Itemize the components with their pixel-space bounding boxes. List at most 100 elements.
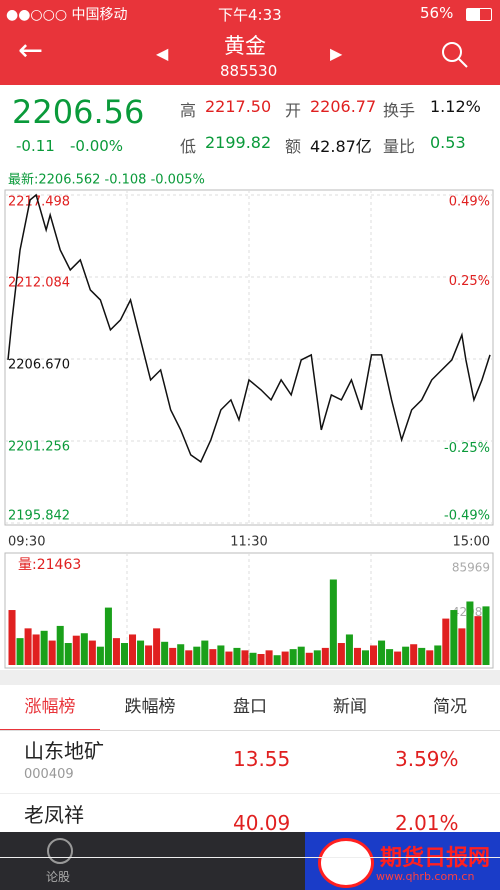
stock-price: 13.55 xyxy=(233,747,291,771)
code: 885530 xyxy=(220,62,278,80)
volume-bar xyxy=(458,628,466,665)
volume-bar xyxy=(402,646,410,665)
y-tick-label: 2212.084 xyxy=(8,276,70,291)
volume-bar xyxy=(257,654,265,665)
volume-bar xyxy=(289,649,297,665)
y-tick-label: 2217.498 xyxy=(8,195,70,210)
volume-bar xyxy=(281,651,289,665)
volume-bar xyxy=(72,635,80,665)
row-line xyxy=(0,857,500,858)
back-button[interactable]: ← xyxy=(18,33,44,68)
volume-bar xyxy=(410,644,418,665)
volume-bar xyxy=(361,650,369,665)
clock: 下午4:33 xyxy=(218,6,282,24)
title: 黄金 xyxy=(224,34,266,58)
volume-bar xyxy=(474,616,482,665)
volume-bar xyxy=(104,607,112,665)
volume-bar xyxy=(129,634,137,665)
volume-bar xyxy=(185,650,193,665)
volume-bar xyxy=(88,640,96,665)
volume-bar xyxy=(370,645,378,665)
y-tick-label: 2201.256 xyxy=(8,440,70,455)
volume-bar xyxy=(321,647,329,665)
forum-icon[interactable] xyxy=(47,838,73,864)
volume-bar xyxy=(24,628,32,665)
x-tick-label: 15:00 xyxy=(453,535,490,550)
quote: 2206.56 -0.11 -0.00% 高 2217.50 开 2206.77 换手 1… xyxy=(0,85,500,170)
volume-bar xyxy=(353,647,361,665)
battery-icon xyxy=(466,8,492,21)
watermark-url: www.qhrb.com.cn xyxy=(376,870,475,883)
next-button[interactable]: ▶ xyxy=(330,44,343,63)
tab[interactable]: 简况 xyxy=(433,697,467,717)
x-tick-label: 09:30 xyxy=(8,535,45,550)
volume-bar xyxy=(466,601,474,665)
change: -0.11 xyxy=(16,137,55,155)
volume-bar xyxy=(305,652,313,665)
stock-name[interactable]: 山东地矿 xyxy=(24,739,104,763)
volume-bar xyxy=(217,645,225,665)
stock-pct: 2.01% xyxy=(395,811,459,835)
volume-bar xyxy=(233,647,241,665)
volume-bar xyxy=(418,647,426,665)
tab[interactable]: 新闻 xyxy=(333,697,367,717)
volume-bar xyxy=(386,649,394,665)
volume-bar xyxy=(169,647,177,665)
y2-tick-label: 0.49% xyxy=(449,195,490,210)
stat-value: 2199.82 xyxy=(205,133,272,152)
bottom-nav: 论股 期货日报网 www.qhrb.com.cn xyxy=(0,832,500,890)
volume-bar xyxy=(426,650,434,665)
tab[interactable]: 盘口 xyxy=(233,697,267,717)
tab[interactable]: 跌幅榜 xyxy=(124,697,176,717)
stat-label: 低 xyxy=(180,137,197,156)
volume-bar xyxy=(345,634,353,665)
tab[interactable]: 涨幅榜 xyxy=(0,685,100,731)
volume-bar xyxy=(64,643,72,665)
stat-value: 0.53 xyxy=(430,133,466,152)
y2-tick-label: -0.25% xyxy=(444,441,490,456)
stat-label: 量比 xyxy=(383,137,416,156)
volume-bar xyxy=(297,646,305,665)
divider xyxy=(0,670,500,685)
change-pct: -0.00% xyxy=(70,137,124,155)
volume-bar xyxy=(378,640,386,665)
stock-name[interactable]: 老凤祥 xyxy=(24,803,84,827)
x-tick-label: 11:30 xyxy=(230,535,267,550)
volume-title: 量:21463 xyxy=(18,557,81,573)
chart: 最新:2206.562 -0.108 -0.005% 量:21463 2217.… xyxy=(4,172,494,669)
volume-bar xyxy=(177,644,185,665)
stock-price: 40.09 xyxy=(233,811,291,835)
volume-bar xyxy=(161,641,169,665)
volume-bar xyxy=(265,650,273,665)
volume-bar xyxy=(273,655,281,665)
volume-bar xyxy=(482,606,490,665)
y-tick-label: 2195.842 xyxy=(8,509,70,524)
volume-bar xyxy=(120,643,128,665)
prev-button[interactable]: ◀ xyxy=(156,44,169,63)
volume-bar xyxy=(56,625,64,665)
volume-bar xyxy=(329,579,337,665)
forum-label[interactable]: 论股 xyxy=(46,870,71,884)
watermark-logo xyxy=(318,838,374,888)
volume-bar xyxy=(450,610,458,665)
volume-bar xyxy=(193,646,201,665)
stat-value: 2206.77 xyxy=(310,97,377,116)
volume-bar xyxy=(153,628,161,665)
stat-label: 换手 xyxy=(383,101,416,120)
price: 2206.56 xyxy=(12,93,145,131)
top-bar: ●●○○○ 中国移动 下午4:33 56% ← ◀ 黄金 885530 ▶ xyxy=(0,0,500,85)
volume-bar xyxy=(40,630,48,665)
volume-bar xyxy=(145,645,153,665)
volume-bar xyxy=(442,618,450,665)
search-button[interactable] xyxy=(440,40,470,70)
stat-value: 1.12% xyxy=(430,97,481,116)
volume-bar xyxy=(80,633,88,665)
price-line xyxy=(7,193,491,463)
volume-bar xyxy=(32,634,40,665)
y2-tick-label: 0.25% xyxy=(449,274,490,289)
volume-bar xyxy=(241,650,249,665)
stat-value: 42.87亿 xyxy=(310,137,372,156)
volume-bar xyxy=(394,651,402,665)
volume-bar xyxy=(201,640,209,665)
